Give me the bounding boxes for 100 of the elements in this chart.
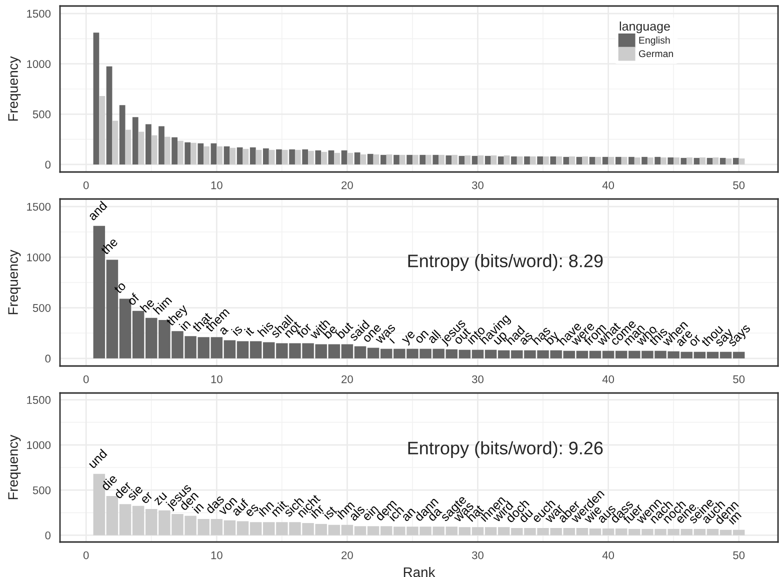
y-tick-label: 1500: [27, 202, 51, 211]
x-tick-label: 10: [211, 375, 222, 384]
x-tick-label: 0: [83, 181, 89, 190]
x-tick-label: 0: [83, 375, 89, 384]
bar: [726, 158, 732, 164]
legend-title: language: [620, 22, 670, 34]
bar: [706, 158, 713, 164]
bar: [563, 156, 570, 164]
data-label: the: [100, 236, 118, 256]
data-label: of: [126, 292, 140, 306]
bar: [490, 155, 497, 164]
bar: [93, 32, 100, 164]
bar: [438, 154, 444, 164]
bar: [543, 156, 549, 164]
bar: [328, 150, 334, 164]
bar: [550, 156, 556, 164]
y-tick-label: 1500: [27, 10, 51, 18]
bar: [394, 154, 400, 164]
bar: [341, 150, 348, 164]
y-axis-title: Frequency: [8, 434, 21, 500]
bar: [732, 158, 739, 164]
bar: [628, 156, 634, 164]
data-label: on: [415, 330, 429, 344]
data-label: to: [114, 281, 126, 294]
y-tick-label: 500: [32, 110, 51, 118]
data-label: he: [140, 297, 155, 313]
x-tick-label: 50: [733, 375, 745, 384]
bar: [720, 158, 726, 164]
data-label: die: [100, 474, 118, 492]
bar: [576, 156, 582, 164]
bar: [308, 150, 314, 164]
bar: [458, 156, 465, 164]
bar: [112, 120, 118, 164]
bar: [99, 96, 106, 164]
bar: [452, 154, 458, 164]
bar: [524, 156, 530, 164]
bar: [674, 157, 680, 164]
bar: [647, 157, 654, 164]
bar: [289, 149, 295, 164]
bar: [615, 156, 622, 164]
y-tick-label: 1500: [27, 396, 51, 404]
bar: [294, 150, 301, 164]
bar: [420, 154, 426, 164]
data-label: or: [689, 334, 702, 347]
bar: [608, 156, 614, 164]
x-tick-label: 30: [472, 375, 484, 384]
bar: [412, 154, 418, 164]
bar: [177, 140, 184, 164]
x-tick-label: 20: [342, 551, 353, 560]
bar: [250, 147, 256, 164]
bar: [334, 152, 340, 164]
bar: [621, 156, 628, 164]
bar: [595, 156, 602, 164]
bar: [216, 146, 223, 164]
bar: [668, 157, 674, 164]
x-tick-label: 20: [342, 181, 353, 190]
bar: [242, 148, 249, 164]
bar: [712, 157, 719, 164]
bar: [146, 124, 152, 164]
data-label: und: [87, 448, 108, 469]
bar: [354, 152, 360, 164]
bar: [321, 152, 327, 164]
data-label: it: [244, 326, 254, 336]
bar: [164, 136, 170, 164]
bar: [132, 117, 138, 164]
bar: [680, 158, 687, 164]
bar: [276, 149, 282, 164]
x-tick-label: 40: [602, 551, 614, 560]
data-label: er: [141, 492, 154, 504]
x-tick-label: 10: [211, 181, 222, 190]
x-tick-label: 30: [472, 181, 484, 190]
bar: [530, 156, 536, 164]
bar: [511, 156, 517, 164]
y-tick-label: 0: [45, 531, 51, 540]
bar: [302, 149, 308, 164]
bar: [516, 156, 523, 164]
y-axis-title: Frequency: [8, 56, 21, 121]
data-label: ist: [322, 505, 338, 520]
bar: [190, 142, 196, 164]
bar: [236, 147, 243, 164]
x-tick-label: 10: [211, 551, 222, 560]
bar: [537, 156, 544, 164]
y-tick-label: 1000: [27, 253, 51, 262]
bar: [263, 148, 269, 164]
legend-label: German: [638, 50, 673, 58]
bar: [556, 156, 562, 164]
bar: [386, 154, 392, 164]
bar: [602, 156, 608, 164]
bar: [204, 146, 210, 164]
x-tick-label: 40: [602, 375, 614, 384]
bar: [738, 158, 745, 164]
bar: [432, 154, 439, 164]
bar: [151, 135, 158, 164]
bar: [464, 155, 471, 164]
legend-label: English: [639, 36, 670, 46]
bar: [158, 126, 164, 164]
bar: [426, 154, 432, 164]
bar: [504, 155, 510, 164]
bar: [446, 155, 452, 164]
bar: [282, 150, 288, 164]
